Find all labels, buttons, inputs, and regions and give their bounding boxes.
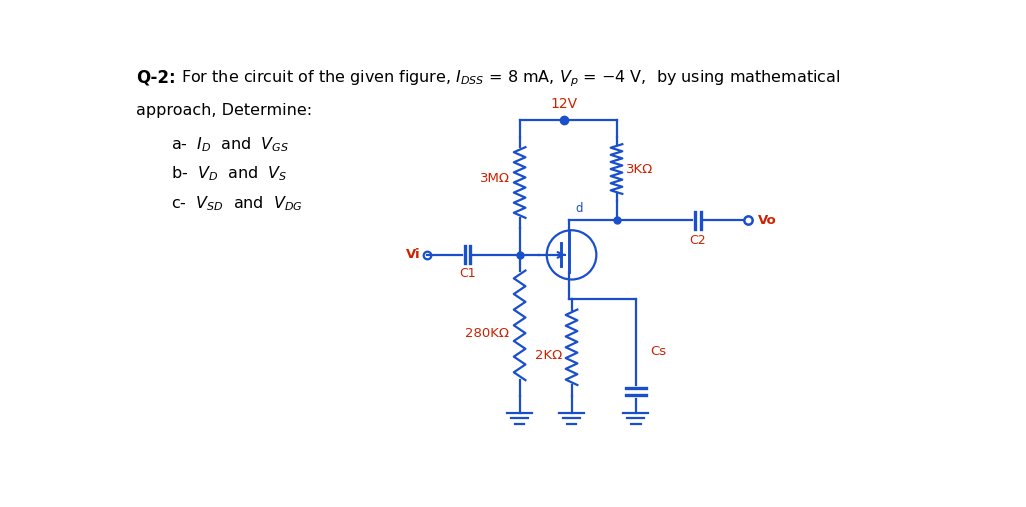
Text: Vo: Vo xyxy=(757,214,777,227)
Text: 280KΩ: 280KΩ xyxy=(465,328,509,340)
Text: 3KΩ: 3KΩ xyxy=(626,163,654,175)
Text: b-  $V_D$  and  $V_S$: b- $V_D$ and $V_S$ xyxy=(171,165,287,184)
Text: approach, Determine:: approach, Determine: xyxy=(136,103,312,118)
Text: 3MΩ: 3MΩ xyxy=(480,172,510,185)
Text: c-  $V_{SD}$  and  $V_{DG}$: c- $V_{SD}$ and $V_{DG}$ xyxy=(171,194,303,213)
Text: a-  $I_D$  and  $V_{GS}$: a- $I_D$ and $V_{GS}$ xyxy=(171,135,289,154)
Text: For the circuit of the given figure, $I_{DSS}$ = 8 mA, $V_p$ = $-$4 V,  by using: For the circuit of the given figure, $I_… xyxy=(181,68,840,89)
Text: d: d xyxy=(576,202,583,215)
Text: C1: C1 xyxy=(460,267,476,280)
Text: Cs: Cs xyxy=(649,345,666,358)
Text: 12V: 12V xyxy=(550,97,578,111)
Text: 2KΩ: 2KΩ xyxy=(535,349,562,362)
Text: C2: C2 xyxy=(689,234,706,247)
Text: Q-2:: Q-2: xyxy=(136,68,175,87)
Text: Vi: Vi xyxy=(406,248,421,262)
